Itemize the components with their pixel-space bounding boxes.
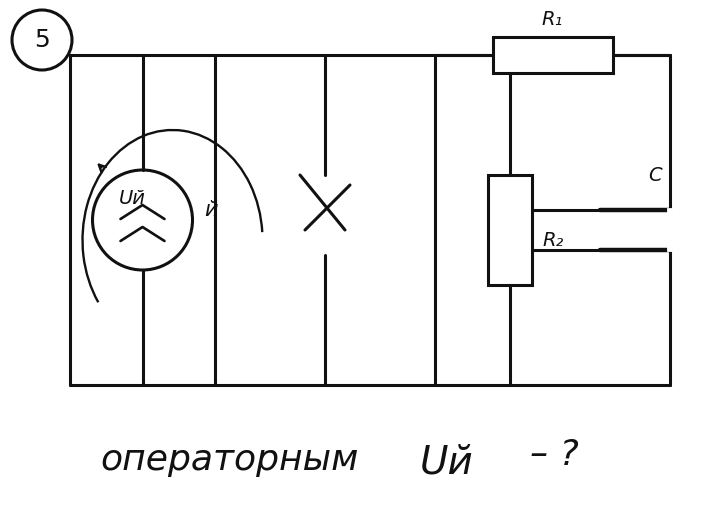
- Text: R₁: R₁: [542, 10, 563, 29]
- Text: – ?: – ?: [530, 438, 579, 472]
- Text: C: C: [648, 166, 662, 185]
- Bar: [493, 37, 612, 73]
- Text: R₂: R₂: [542, 231, 563, 249]
- Text: 5: 5: [34, 28, 50, 52]
- Text: операторным: операторным: [100, 443, 358, 477]
- Text: Uй: Uй: [119, 189, 145, 208]
- Text: й: й: [204, 200, 218, 220]
- Bar: [488, 175, 532, 285]
- Text: Uй: Uй: [420, 443, 473, 481]
